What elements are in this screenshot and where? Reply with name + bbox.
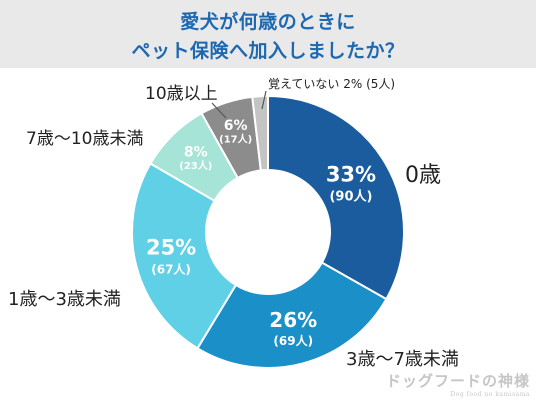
slice-count-label: (69人) — [273, 333, 313, 348]
donut-slice — [267, 94, 405, 301]
category-label: 7歳〜10歳未満 — [26, 129, 143, 149]
category-label: 3歳〜7歳未満 — [346, 349, 459, 370]
category-label: 0歳 — [405, 163, 441, 188]
small-slice-label: 覚えていない 2% (5人) — [268, 77, 395, 91]
category-label: 1歳〜3歳未満 — [8, 289, 121, 310]
donut-slice — [196, 261, 388, 369]
watermark-text: ドッグフードの神様 — [385, 372, 530, 390]
leader-line — [211, 102, 227, 119]
slice-percent-label: 8% — [184, 145, 208, 161]
chart-title-line-2: ペット保険へ加入しましたか？ — [131, 40, 405, 62]
leader-line — [261, 90, 267, 110]
slice-percent-label: 25% — [146, 236, 196, 260]
watermark-logo: ドッグフードの神様 Dog food no kamisama — [386, 370, 530, 398]
slice-count-label: (23人) — [179, 159, 212, 172]
slice-percent-label: 26% — [269, 308, 317, 332]
category-label: 10歳以上 — [145, 84, 218, 104]
donut-slice — [251, 94, 269, 172]
title-banner: 愛犬が何歳のときに ペット保険へ加入しましたか？ — [0, 0, 536, 68]
slice-count-label: (17人) — [219, 133, 252, 146]
slice-percent-label: 33% — [326, 163, 376, 187]
slice-count-label: (67人) — [151, 262, 191, 277]
watermark-subtext: Dog food no kamisama — [450, 391, 530, 398]
slice-percent-label: 6% — [224, 118, 248, 134]
slice-count-label: (90人) — [329, 189, 372, 205]
donut-slice — [131, 162, 238, 350]
chart-title-line-1: 愛犬が何歳のときに — [180, 11, 356, 33]
